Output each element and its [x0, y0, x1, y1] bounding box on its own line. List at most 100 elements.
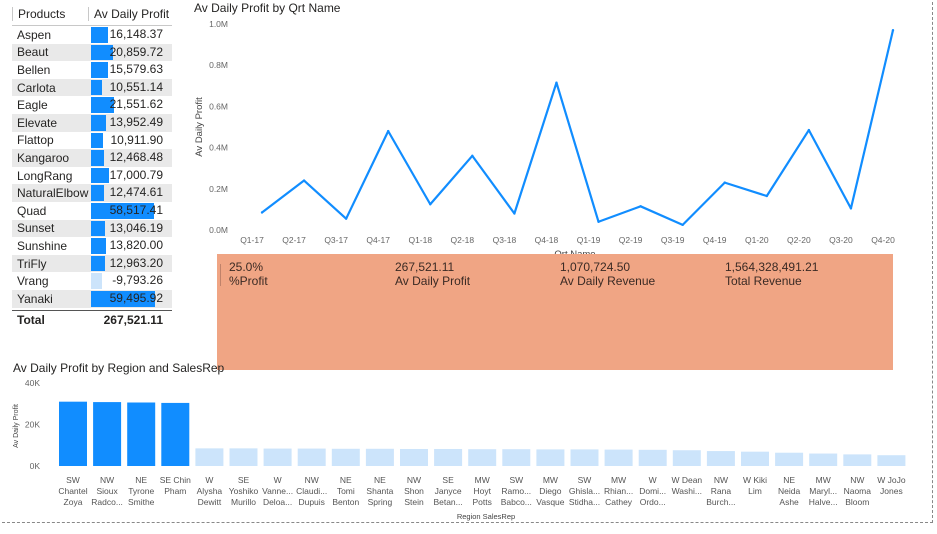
- x-tick-label: Q3-20: [829, 235, 853, 245]
- product-value-cell: 12,963.20: [90, 255, 166, 273]
- x-tick-label: Bloom: [845, 497, 869, 507]
- x-tick-label: Neida: [778, 486, 800, 496]
- table-row[interactable]: Aspen 16,148.37: [12, 26, 172, 44]
- kpi-av-daily-revenue: 1,070,724.50 Av Daily Revenue: [560, 260, 655, 288]
- data-point: [891, 28, 895, 32]
- x-tick-label: SW: [66, 475, 80, 485]
- x-tick-label: Pham: [164, 486, 186, 496]
- x-tick-label: Q4-17: [366, 235, 390, 245]
- table-row[interactable]: Sunshine 13,820.00: [12, 237, 172, 255]
- y-axis-label: Av Daily Profit: [194, 97, 205, 157]
- bar: [93, 402, 122, 466]
- x-tick-label: Ordo...: [640, 497, 666, 507]
- x-axis-label: Region SalesRep: [457, 512, 515, 521]
- product-value: 12,468.48: [109, 150, 163, 165]
- x-tick-label: Alysha: [197, 486, 223, 496]
- product-name: Sunshine: [17, 238, 68, 253]
- total-label: Total: [17, 313, 45, 327]
- table-row[interactable]: NaturalElbow 12,474.61: [12, 184, 172, 202]
- x-tick-label: Q1-19: [577, 235, 601, 245]
- bar: [604, 449, 633, 466]
- x-tick-label: Tyrone: [128, 486, 154, 496]
- table-row[interactable]: Kangaroo 12,468.48: [12, 149, 172, 167]
- table-row[interactable]: LongRang 17,000.79: [12, 167, 172, 185]
- x-tick-label: W: [205, 475, 213, 485]
- x-tick-label: NW: [714, 475, 728, 485]
- line-chart[interactable]: 0.0M 0.2M 0.4M 0.6M 0.8M 1.0M Q1-17 Q2-17 Q3-17 Q…: [190, 0, 910, 255]
- data-bar: [91, 97, 115, 113]
- product-value-cell: 13,820.00: [90, 237, 166, 255]
- table-row[interactable]: Vrang -9,793.26: [12, 272, 172, 290]
- x-tick-label: Rana: [711, 486, 732, 496]
- x-tick-label: Maryl...: [809, 486, 837, 496]
- x-tick-label: Janyce: [435, 486, 462, 496]
- x-tick-label: SE Chin: [160, 475, 191, 485]
- data-point: [807, 128, 811, 132]
- product-name: Elevate: [17, 115, 58, 130]
- header-av-daily-profit[interactable]: Av Daily Profit: [88, 6, 172, 21]
- kpi-value: 1,070,724.50: [560, 260, 631, 274]
- product-name: Eagle: [17, 98, 48, 113]
- data-point: [260, 211, 264, 214]
- product-value-cell: 12,468.48: [90, 149, 166, 167]
- product-value-cell: 58,517.41: [90, 202, 166, 220]
- product-value: 12,474.61: [109, 185, 163, 200]
- products-table-total: Total 267,521.11: [12, 309, 172, 330]
- data-point: [429, 203, 432, 206]
- bar: [877, 455, 906, 466]
- y-tick-label: 0.8M: [209, 60, 228, 70]
- x-tick-label: Dewitt: [198, 497, 222, 507]
- product-value: 58,517.41: [109, 202, 163, 217]
- table-row[interactable]: Flattop 10,911.90: [12, 132, 172, 150]
- product-name: LongRang: [17, 168, 73, 183]
- product-name: Aspen: [17, 27, 52, 42]
- table-row[interactable]: TriFly 12,963.20: [12, 254, 172, 273]
- data-bar: [91, 79, 103, 96]
- table-row[interactable]: Eagle 21,551.62: [12, 96, 172, 114]
- x-tick-label: NE: [135, 475, 147, 485]
- data-bar: [91, 238, 106, 254]
- table-row[interactable]: Bellen 15,579.63: [12, 61, 172, 79]
- table-row[interactable]: Quad 58,517.41: [12, 202, 172, 220]
- data-point: [597, 220, 600, 223]
- table-row[interactable]: Elevate 13,952.49: [12, 113, 172, 132]
- x-tick-label: Halve...: [809, 497, 838, 507]
- x-tick-label: Q3-19: [661, 235, 685, 245]
- product-value: 17,000.79: [109, 167, 163, 182]
- table-row[interactable]: Sunset 13,046.19: [12, 219, 172, 238]
- data-bar: [91, 132, 103, 149]
- data-point: [681, 223, 684, 227]
- x-tick-label: SE: [238, 475, 250, 485]
- table-row[interactable]: Beaut 20,859.72: [12, 43, 172, 62]
- x-tick-label: Q4-20: [871, 235, 895, 245]
- product-name: Flattop: [17, 133, 54, 148]
- x-tick-label: Tomi: [337, 486, 355, 496]
- data-bar: [91, 150, 105, 166]
- bar: [502, 449, 531, 466]
- table-row[interactable]: Yanaki 59,495.92: [12, 289, 172, 308]
- product-value: 16,148.37: [109, 27, 163, 41]
- x-tick-label: Claudi...: [296, 486, 327, 496]
- bar: [672, 450, 701, 466]
- x-tick-label: Ramo...: [501, 486, 531, 496]
- x-tick-label: Benton: [332, 497, 359, 507]
- data-bar: [91, 114, 106, 131]
- y-axis-label: Av Daily Profit: [13, 404, 20, 448]
- product-value: 20,859.72: [109, 44, 163, 59]
- table-row[interactable]: Carlota 10,551.14: [12, 78, 172, 97]
- kpi-card[interactable]: 25.0% %Profit 267,521.11 Av Daily Profit…: [217, 254, 893, 370]
- x-tick-label: Sioux: [96, 486, 118, 496]
- data-bar: [91, 27, 109, 43]
- header-products[interactable]: Products: [12, 6, 88, 21]
- x-tick-label: NE: [374, 475, 386, 485]
- x-tick-label: Murillo: [231, 497, 256, 507]
- y-tick-label: 0.0M: [209, 225, 228, 235]
- total-value: 267,521.11: [103, 313, 163, 327]
- x-tick-label: SE: [442, 475, 454, 485]
- product-value: 59,495.92: [109, 290, 163, 305]
- products-table[interactable]: Products Av Daily Profit Aspen 16,148.37 B…: [12, 2, 172, 330]
- data-point: [302, 179, 306, 182]
- bar: [161, 402, 190, 466]
- product-value-cell: 13,952.49: [90, 114, 166, 132]
